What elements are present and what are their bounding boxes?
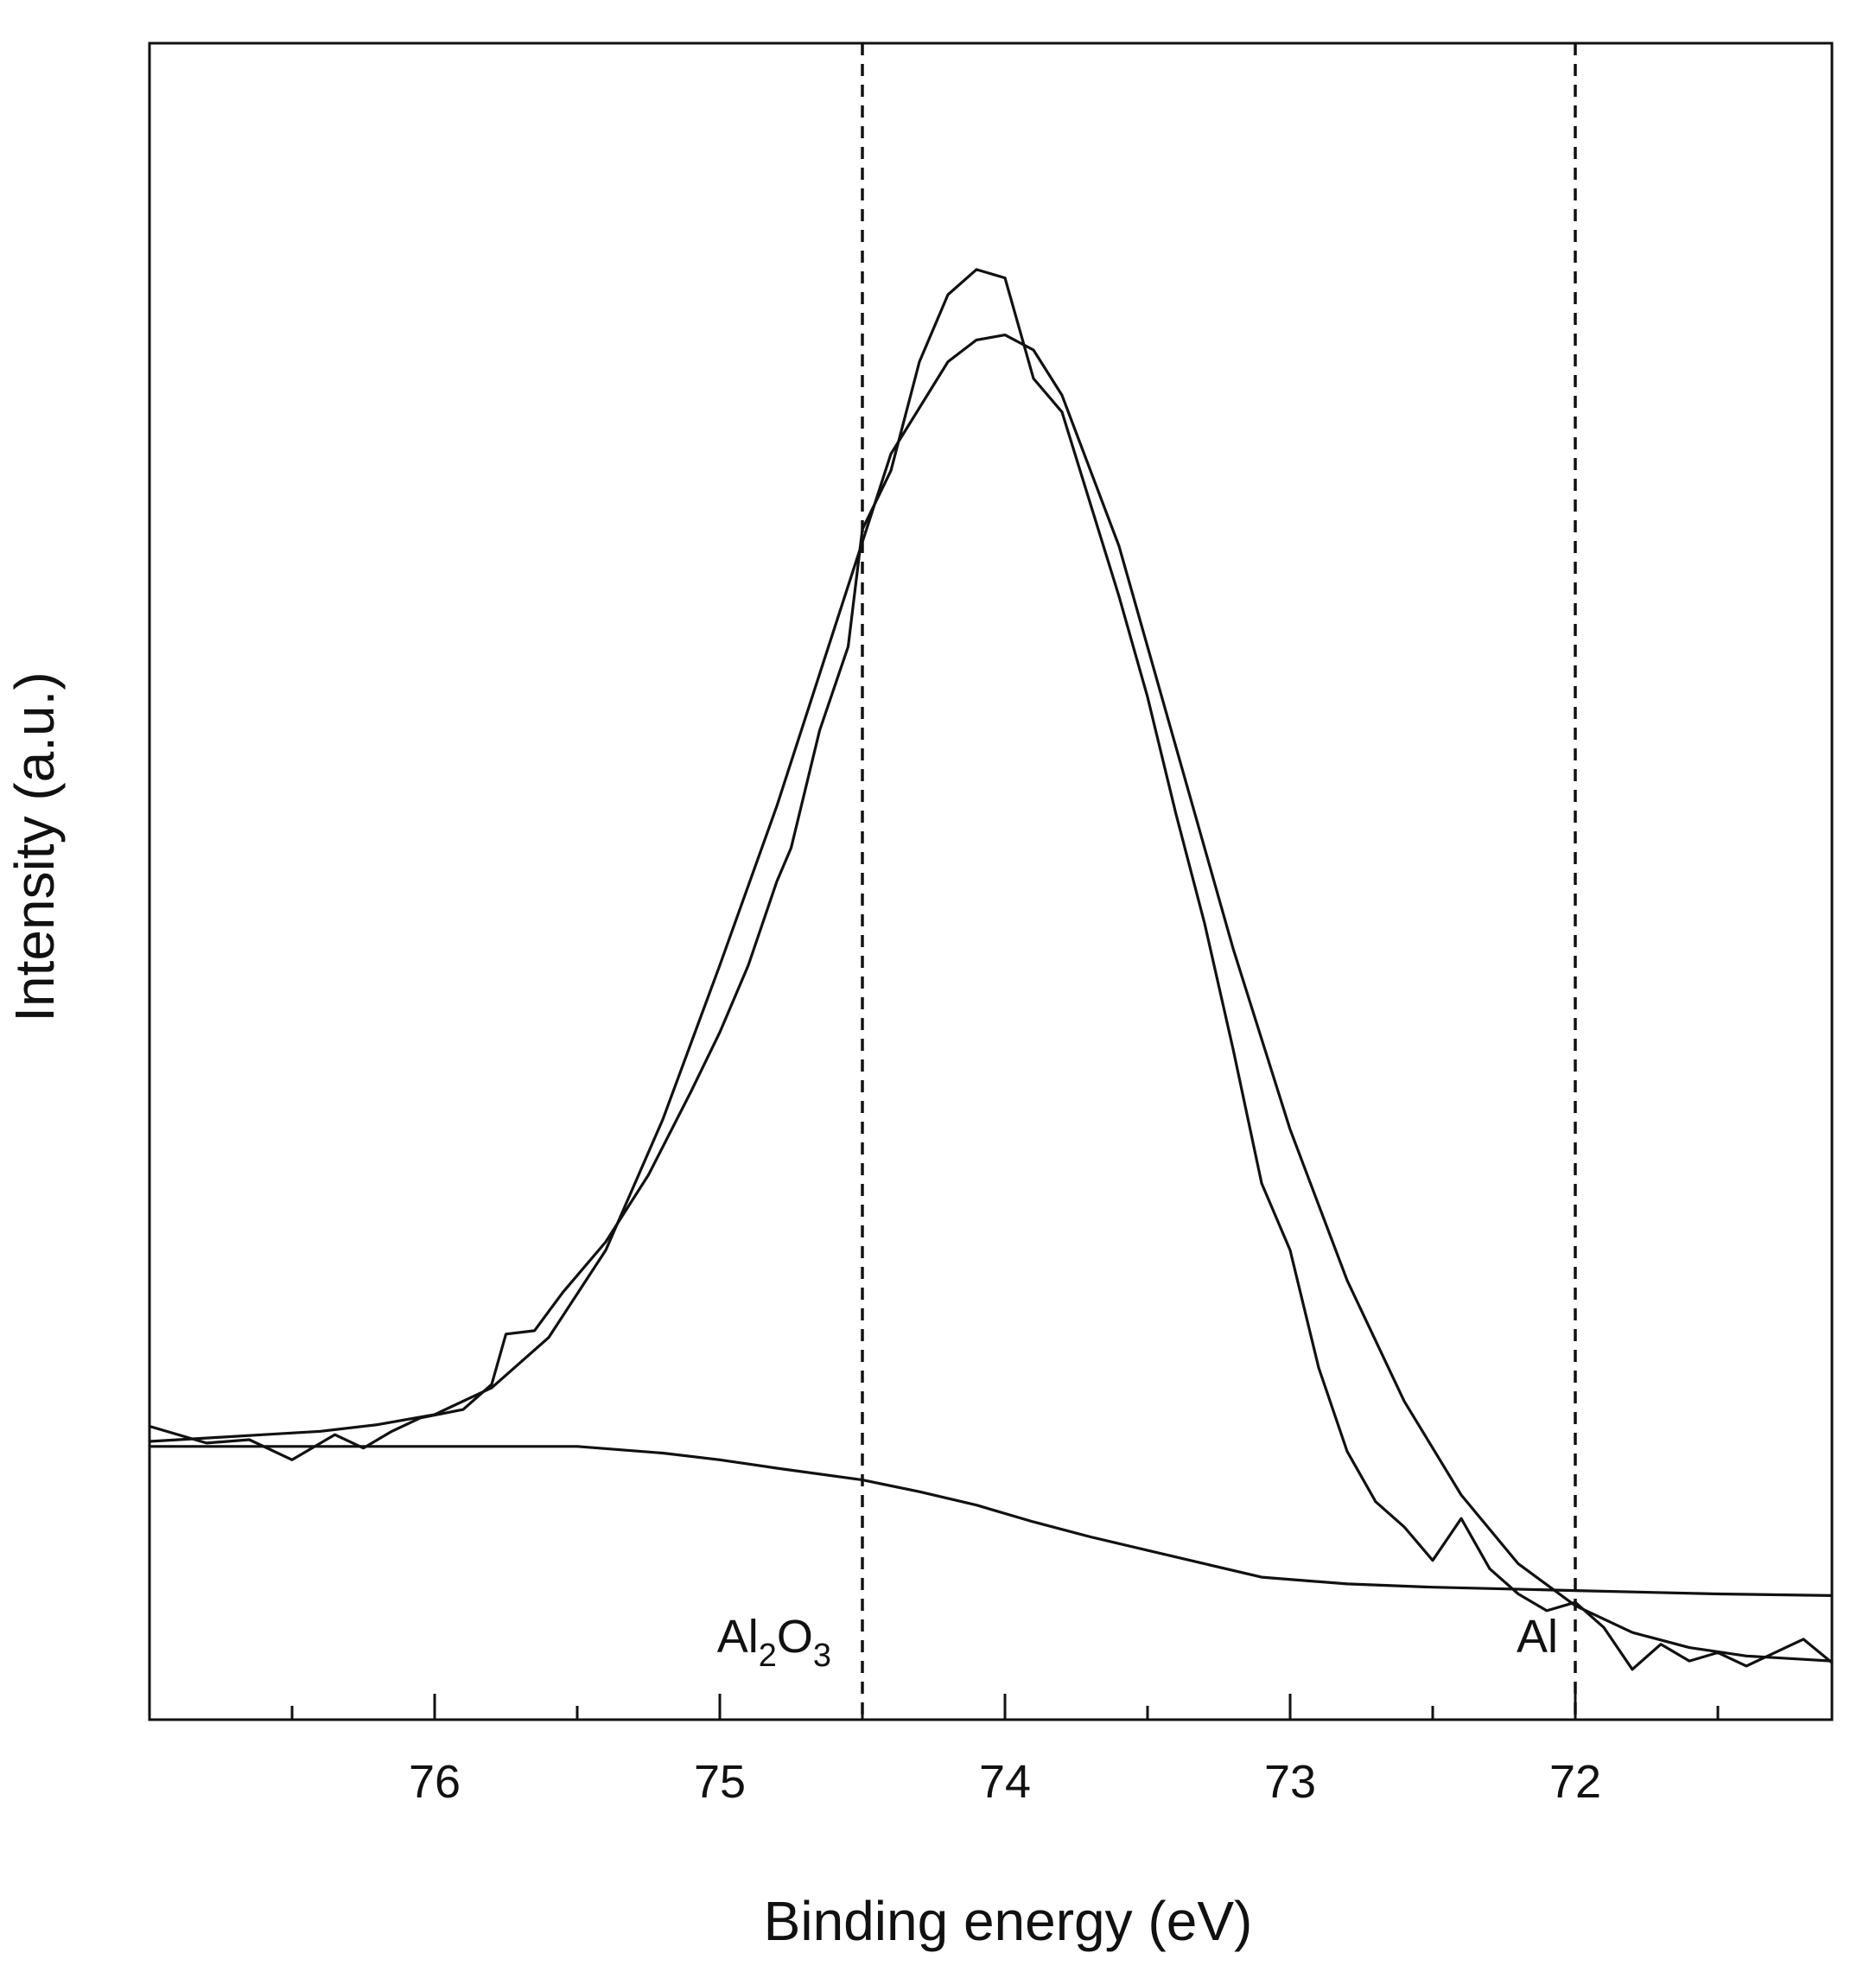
x-tick-label-4: 72 (1549, 1756, 1601, 1808)
reference-lines (861, 43, 1577, 1720)
plot-frame (148, 41, 1834, 1721)
series-layer (148, 268, 1834, 1671)
annotation-al: Al (1517, 1611, 1558, 1663)
series-line-1 (148, 334, 1834, 1663)
x-tick-label-1: 75 (694, 1756, 746, 1808)
annotation-al2o3-al: Al (717, 1611, 759, 1663)
annotation-al2o3-sub2: 3 (813, 1638, 831, 1674)
series-line-0 (148, 268, 1834, 1671)
x-tick-label-2: 74 (979, 1756, 1031, 1808)
annotation-al2o3-sub1: 2 (759, 1638, 777, 1674)
x-axis-tick-labels: 76 75 74 73 72 (409, 1756, 1601, 1808)
x-tick-label-3: 73 (1264, 1756, 1316, 1808)
annotation-al2o3: Al2O3 (717, 1611, 831, 1674)
x-axis-label: Binding energy (eV) (764, 1890, 1253, 1952)
x-tick-label-0: 76 (409, 1756, 461, 1808)
y-axis-label: Intensity (a.u.) (3, 671, 66, 1022)
annotation-al2o3-o: O (777, 1611, 813, 1663)
x-axis-ticks (290, 1694, 1720, 1720)
series-line-2 (148, 1445, 1834, 1598)
